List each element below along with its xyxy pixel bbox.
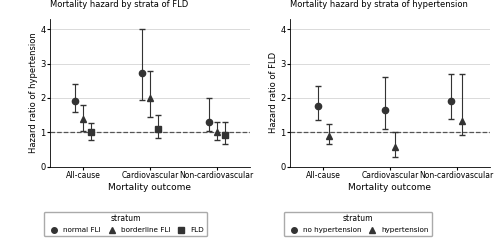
X-axis label: Mortality outcome: Mortality outcome xyxy=(348,183,432,192)
Y-axis label: Hazard ratio of hypertension: Hazard ratio of hypertension xyxy=(28,32,38,153)
Legend: no hypertension, hypertension: no hypertension, hypertension xyxy=(284,212,432,236)
Y-axis label: Hazard ratio of FLD: Hazard ratio of FLD xyxy=(268,52,278,133)
Text: Mortality hazard by strata of FLD: Mortality hazard by strata of FLD xyxy=(50,0,188,9)
X-axis label: Mortality outcome: Mortality outcome xyxy=(108,183,192,192)
Text: Mortality hazard by strata of hypertension: Mortality hazard by strata of hypertensi… xyxy=(290,0,468,9)
Legend: normal FLI, borderline FLI, FLD: normal FLI, borderline FLI, FLD xyxy=(44,212,207,236)
